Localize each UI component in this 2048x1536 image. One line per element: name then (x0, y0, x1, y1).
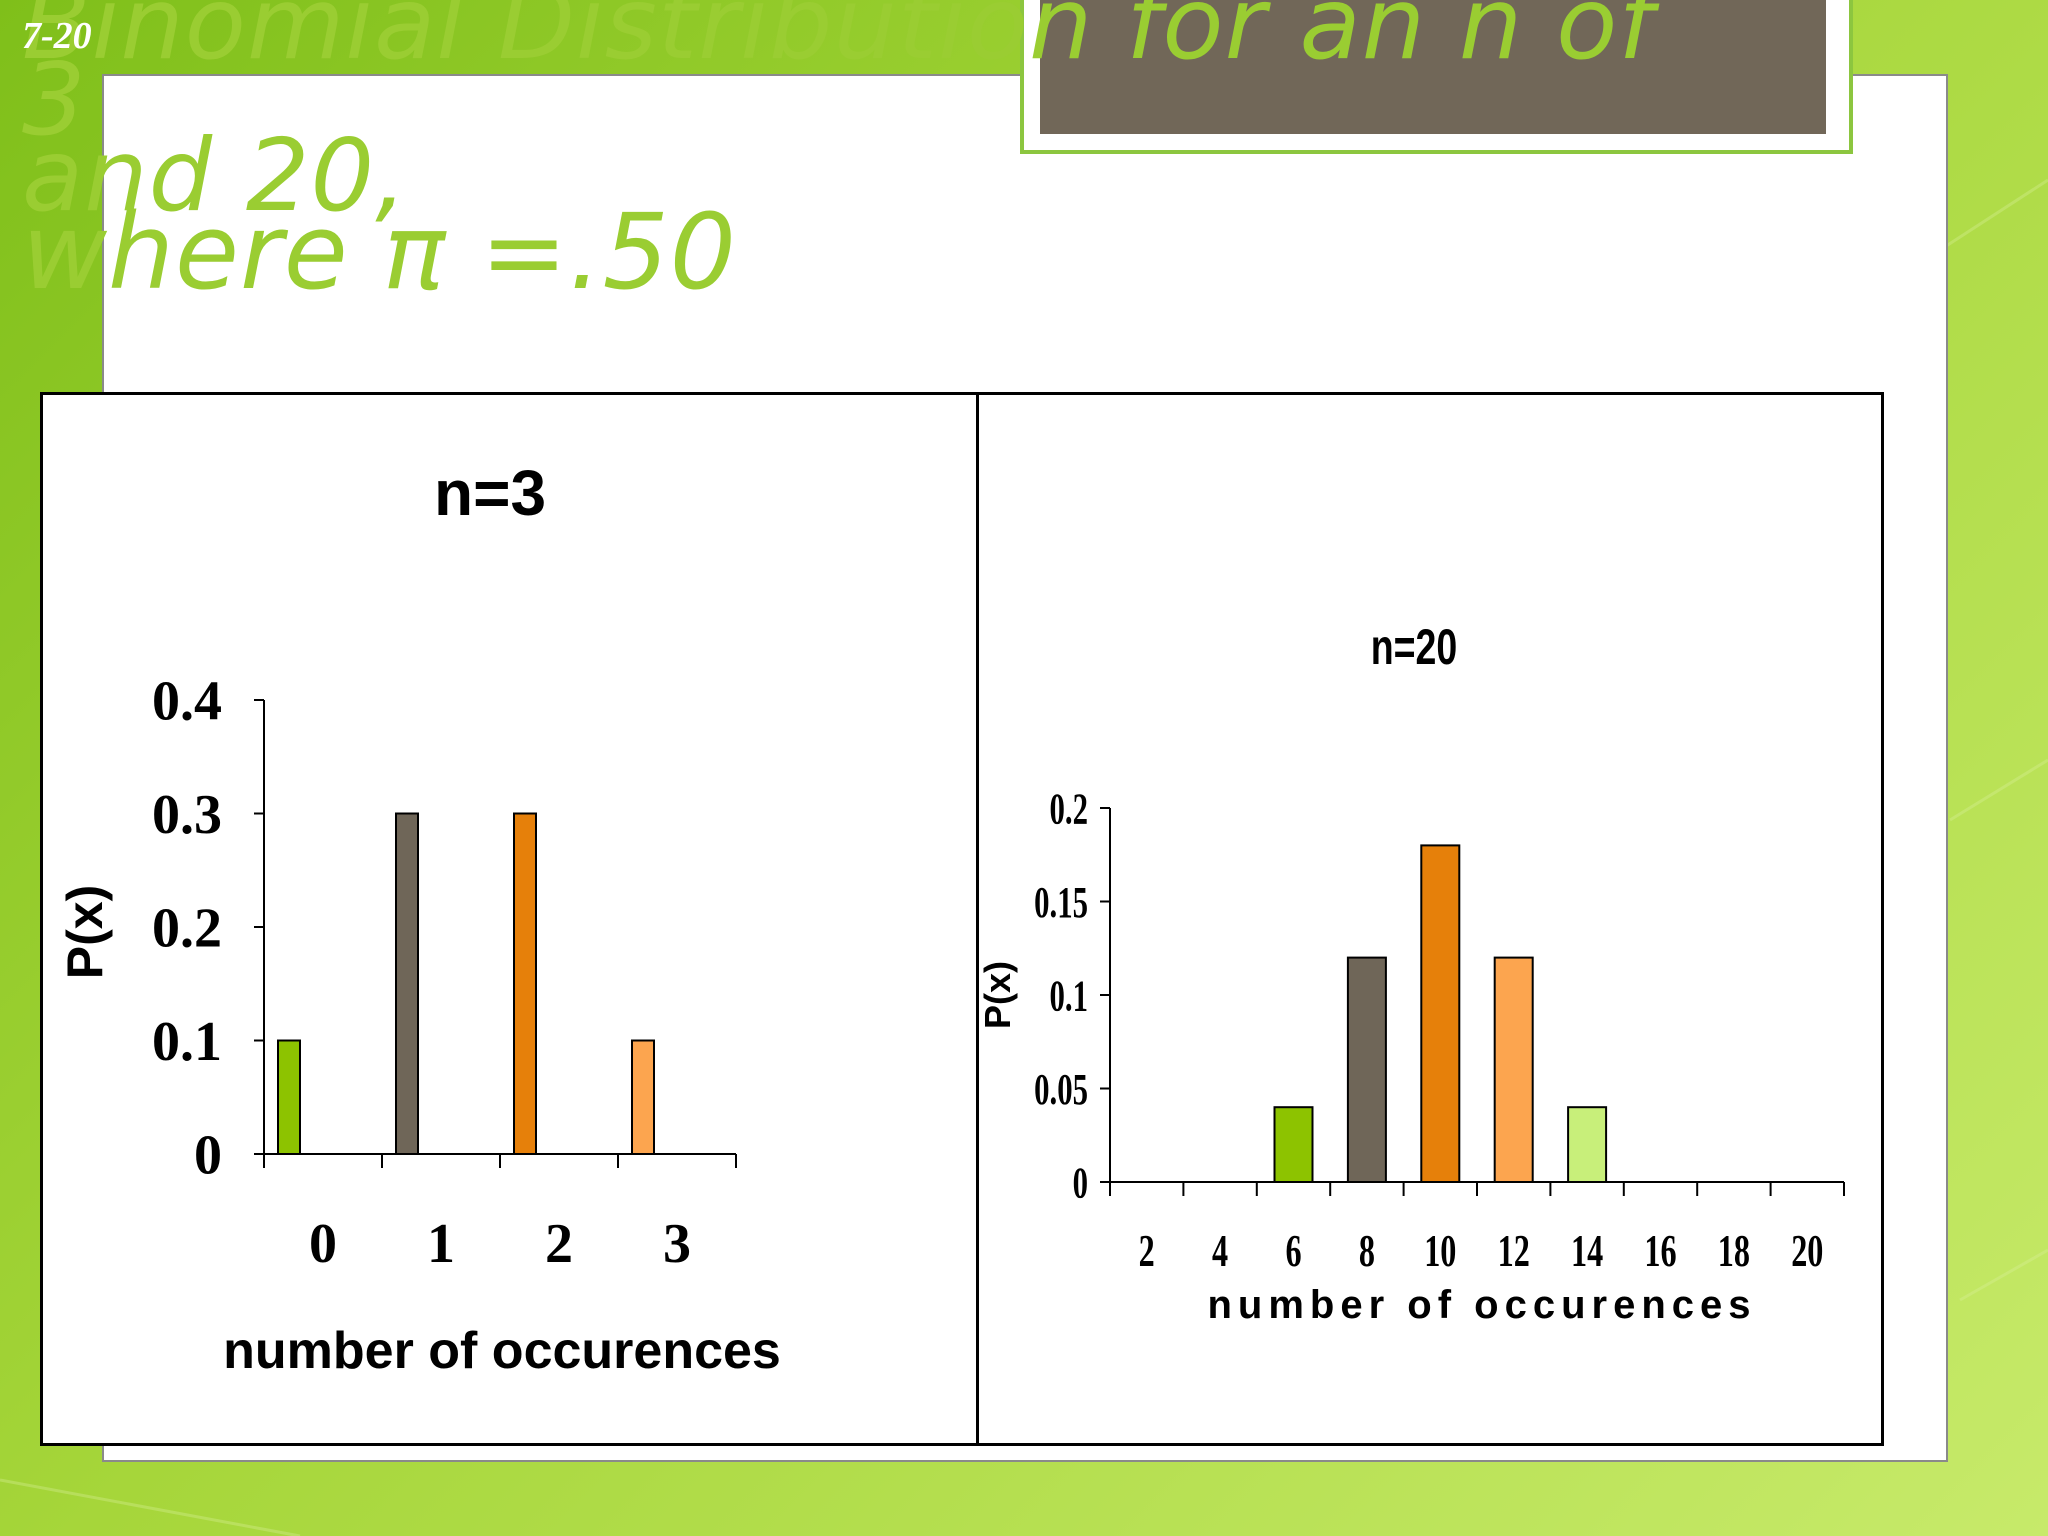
chart-n20-y-tick-label: 0.2 (1050, 785, 1088, 834)
chart-n3-y-tick-label: 0.1 (152, 1011, 222, 1073)
chart-n20-x-tick-label: 18 (1718, 1225, 1750, 1276)
chart-n20-bar-10 (1420, 844, 1461, 1184)
chart-n20-bar-6 (1273, 1106, 1314, 1183)
chart-n20-x-tick-label: 8 (1359, 1225, 1375, 1276)
chart-n3-x-tick-label: 0 (309, 1213, 337, 1275)
chart-n20-y-axis-title: P(x) (977, 961, 1018, 1029)
chart-n20-x-tick-label: 16 (1644, 1225, 1676, 1276)
chart-n3-y-axis-title: P(x) (57, 885, 113, 979)
chart-n3-title: n=3 (434, 457, 546, 529)
slide-title-line-2: and 20, (22, 117, 408, 234)
chart-n20-y-tick-label: 0 (1073, 1159, 1088, 1208)
chart-frame-n3 (40, 392, 980, 1446)
chart-n20-x-tick-label: 14 (1571, 1225, 1603, 1276)
chart-n3-bar-0 (277, 1039, 301, 1155)
chart-n3-x-tick-label: 3 (663, 1213, 691, 1275)
chart-n3-y-tick-label: 0.2 (152, 898, 222, 960)
chart-n20-y-tick-label: 0.1 (1050, 972, 1088, 1021)
chart-n20-x-tick-label: 4 (1212, 1225, 1228, 1276)
chart-n3-bar-3 (631, 1039, 655, 1155)
chart-n20-x-tick-label: 20 (1791, 1225, 1823, 1276)
slide-number: 7-20 (22, 15, 92, 57)
chart-n20-title: n=20 (1371, 620, 1458, 675)
chart-n3-bar-1 (395, 812, 419, 1155)
chart-n20-x-tick-label: 10 (1424, 1225, 1456, 1276)
title-decoration-box (1040, 0, 1826, 134)
slide-title-line-3: where π =.50 (22, 191, 737, 313)
chart-n20-x-tick-label: 2 (1139, 1225, 1155, 1276)
chart-n20-x-tick-label: 12 (1498, 1225, 1530, 1276)
chart-n20-bar-8 (1346, 956, 1387, 1183)
chart-n3-y-tick-label: 0.4 (152, 671, 222, 733)
chart-n20-y-tick-label: 0.05 (1034, 1066, 1088, 1115)
chart-n3-x-tick-label: 1 (427, 1213, 455, 1275)
chart-n3-bar-2 (513, 812, 537, 1155)
slide-title-line-1: Binomial Distribution for an n of 3 (22, 0, 1655, 158)
chart-n20-x-tick-label: 6 (1285, 1225, 1301, 1276)
slide-title: Binomial Distribution for an n of 3 and … (22, 0, 1722, 313)
chart-n3-x-axis-title: number of occurences (223, 1322, 781, 1380)
chart-n20-bar-12 (1493, 956, 1534, 1183)
chart-n20-x-axis-title: number of occurences (1207, 1283, 1756, 1327)
chart-n20-bar-14 (1567, 1106, 1608, 1183)
chart-n3-x-tick-label: 2 (545, 1213, 573, 1275)
chart-n3-y-tick-label: 0.3 (152, 784, 222, 846)
chart-n20-y-tick-label: 0.15 (1034, 879, 1088, 928)
chart-n3-y-tick-label: 0 (194, 1125, 222, 1187)
